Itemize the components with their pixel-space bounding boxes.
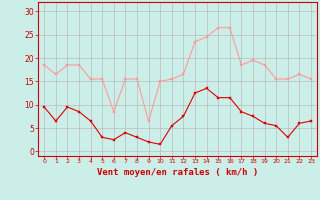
- X-axis label: Vent moyen/en rafales ( km/h ): Vent moyen/en rafales ( km/h ): [97, 168, 258, 177]
